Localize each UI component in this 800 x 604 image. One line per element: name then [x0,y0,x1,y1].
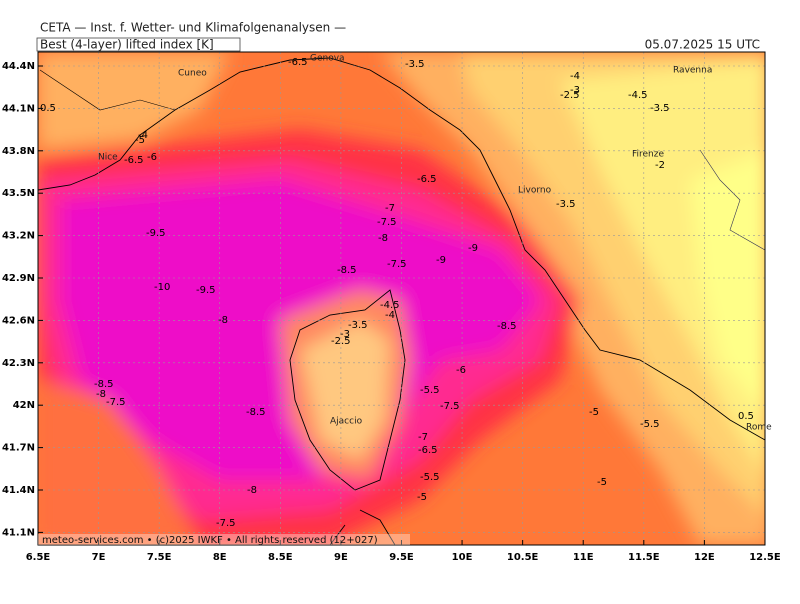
lon-label: 10.5E [507,552,539,563]
contour-label: -5 [589,407,599,418]
lat-label: 43.5N [2,188,35,199]
contour-label: -4 [138,130,148,141]
contour-label: -6 [456,365,466,376]
contour-label: -6.5 [124,155,144,166]
valid-time: 05.07.2025 15 UTC [645,38,760,52]
contour-label: -10 [154,282,170,293]
lat-label: 42.6N [2,315,35,326]
contour-label: -3.5 [348,320,368,331]
contour-label: -5.5 [420,472,440,483]
lat-label: 41.4N [2,485,35,496]
contour-label: 0.5 [40,103,56,114]
contour-label: -5 [135,135,145,146]
lon-label: 7.5E [147,552,172,563]
contour-label: -2 [655,160,665,171]
contour-label: -3.5 [650,103,670,114]
contour-label: -2.5 [560,90,580,101]
lat-label: 42N [13,400,35,411]
lat-label: 41.1N [2,527,35,538]
institute: CETA — Inst. f. Wetter- und Klimafolgena… [40,21,346,35]
contour-label: -8 [218,315,228,326]
contour-label: 0.5 [738,411,754,422]
contour-label: -8 [96,389,106,400]
contour-label: -7 [385,203,395,214]
contour-label: -4.5 [380,300,400,311]
contour-label: -9.5 [146,228,166,239]
lon-label: 6.5E [26,552,51,563]
city-label: Ajaccio [330,417,363,427]
field-corsica-core [300,320,390,460]
lon-label: 11.5E [628,552,660,563]
contour-label: -7.5 [216,518,236,529]
contour-label: -4.5 [628,90,648,101]
contour-label: -9.5 [196,285,216,296]
contour-label: -3 [570,85,580,96]
contour-label: -7 [418,432,428,443]
lon-label: 12E [694,552,715,563]
title-box [36,37,241,52]
field-sw [38,380,200,545]
contour-label: -7.5 [377,217,397,228]
contour-label: -7.5 [387,259,407,270]
contour-label: -8 [247,485,257,496]
contour-label: -6.5 [418,445,438,456]
contour-label: -6.5 [288,57,308,68]
contour-label: -8.5 [94,379,114,390]
contour-label: -8.5 [337,265,357,276]
lat-label: 42.3N [2,358,35,369]
graticule [38,52,765,545]
lat-label: 44.4N [2,61,35,72]
contour-label: -9 [436,255,446,266]
contour-label: -5 [417,492,427,503]
lon-label: 7E [92,552,106,563]
field-paleyellow [690,151,765,414]
contour-label: -7.5 [440,401,460,412]
lon-label: 9E [334,552,348,563]
city-label: Rome [746,423,772,433]
contour-label: -7.5 [106,397,126,408]
coastline [38,57,765,545]
contour-label: -8 [378,233,388,244]
contour-label: -8.5 [246,407,266,418]
contour-label: -6 [147,152,157,163]
lon-label: 9.5E [389,552,414,563]
lat-label: 41.7N [2,443,35,454]
contour-label: -5 [597,477,607,488]
city-label: Livorno [518,186,552,196]
labels: 44.4N 44.1N 43.8N 43.5N 43.2N 42.9N 42.6N 42.3N… [2,54,781,564]
contour-label: -4 [385,310,395,321]
contour-label: -3.5 [405,59,425,70]
city-label: Genova [310,54,345,64]
contour-label: -3 [340,329,350,340]
contour-label: -4 [570,71,580,82]
map-title: Best (4-layer) lifted index [K] [40,38,214,52]
contour-label: -8.5 [497,321,517,332]
field [38,52,765,545]
city-label: Ravenna [673,66,712,76]
lon-label: 8.5E [268,552,293,563]
city-label: Cuneo [178,69,207,79]
lat-label: 43.8N [2,146,35,157]
contour-label: -3.5 [556,199,576,210]
lat-label: 42.9N [2,273,35,284]
lat-label: 43.2N [2,231,35,242]
field-yellow [560,60,765,473]
lon-label: 10E [452,552,473,563]
footer-bg [38,534,410,545]
lon-label: 11E [573,552,594,563]
credit: meteo-services.com • (c)2025 IWKF • All … [42,535,378,546]
contour-label: -2.5 [331,336,351,347]
contour-label: -5.5 [640,419,660,430]
lon-label: 8E [213,552,227,563]
contour-label: -6.5 [417,174,437,185]
lon-label: 12.5E [749,552,781,563]
city-label: Nice [98,153,118,163]
city-label: Firenze [632,150,664,160]
field-nw [38,52,230,150]
lat-label: 44.1N [2,103,35,114]
contour-label: -5.5 [420,385,440,396]
contour-label: -9 [468,243,478,254]
